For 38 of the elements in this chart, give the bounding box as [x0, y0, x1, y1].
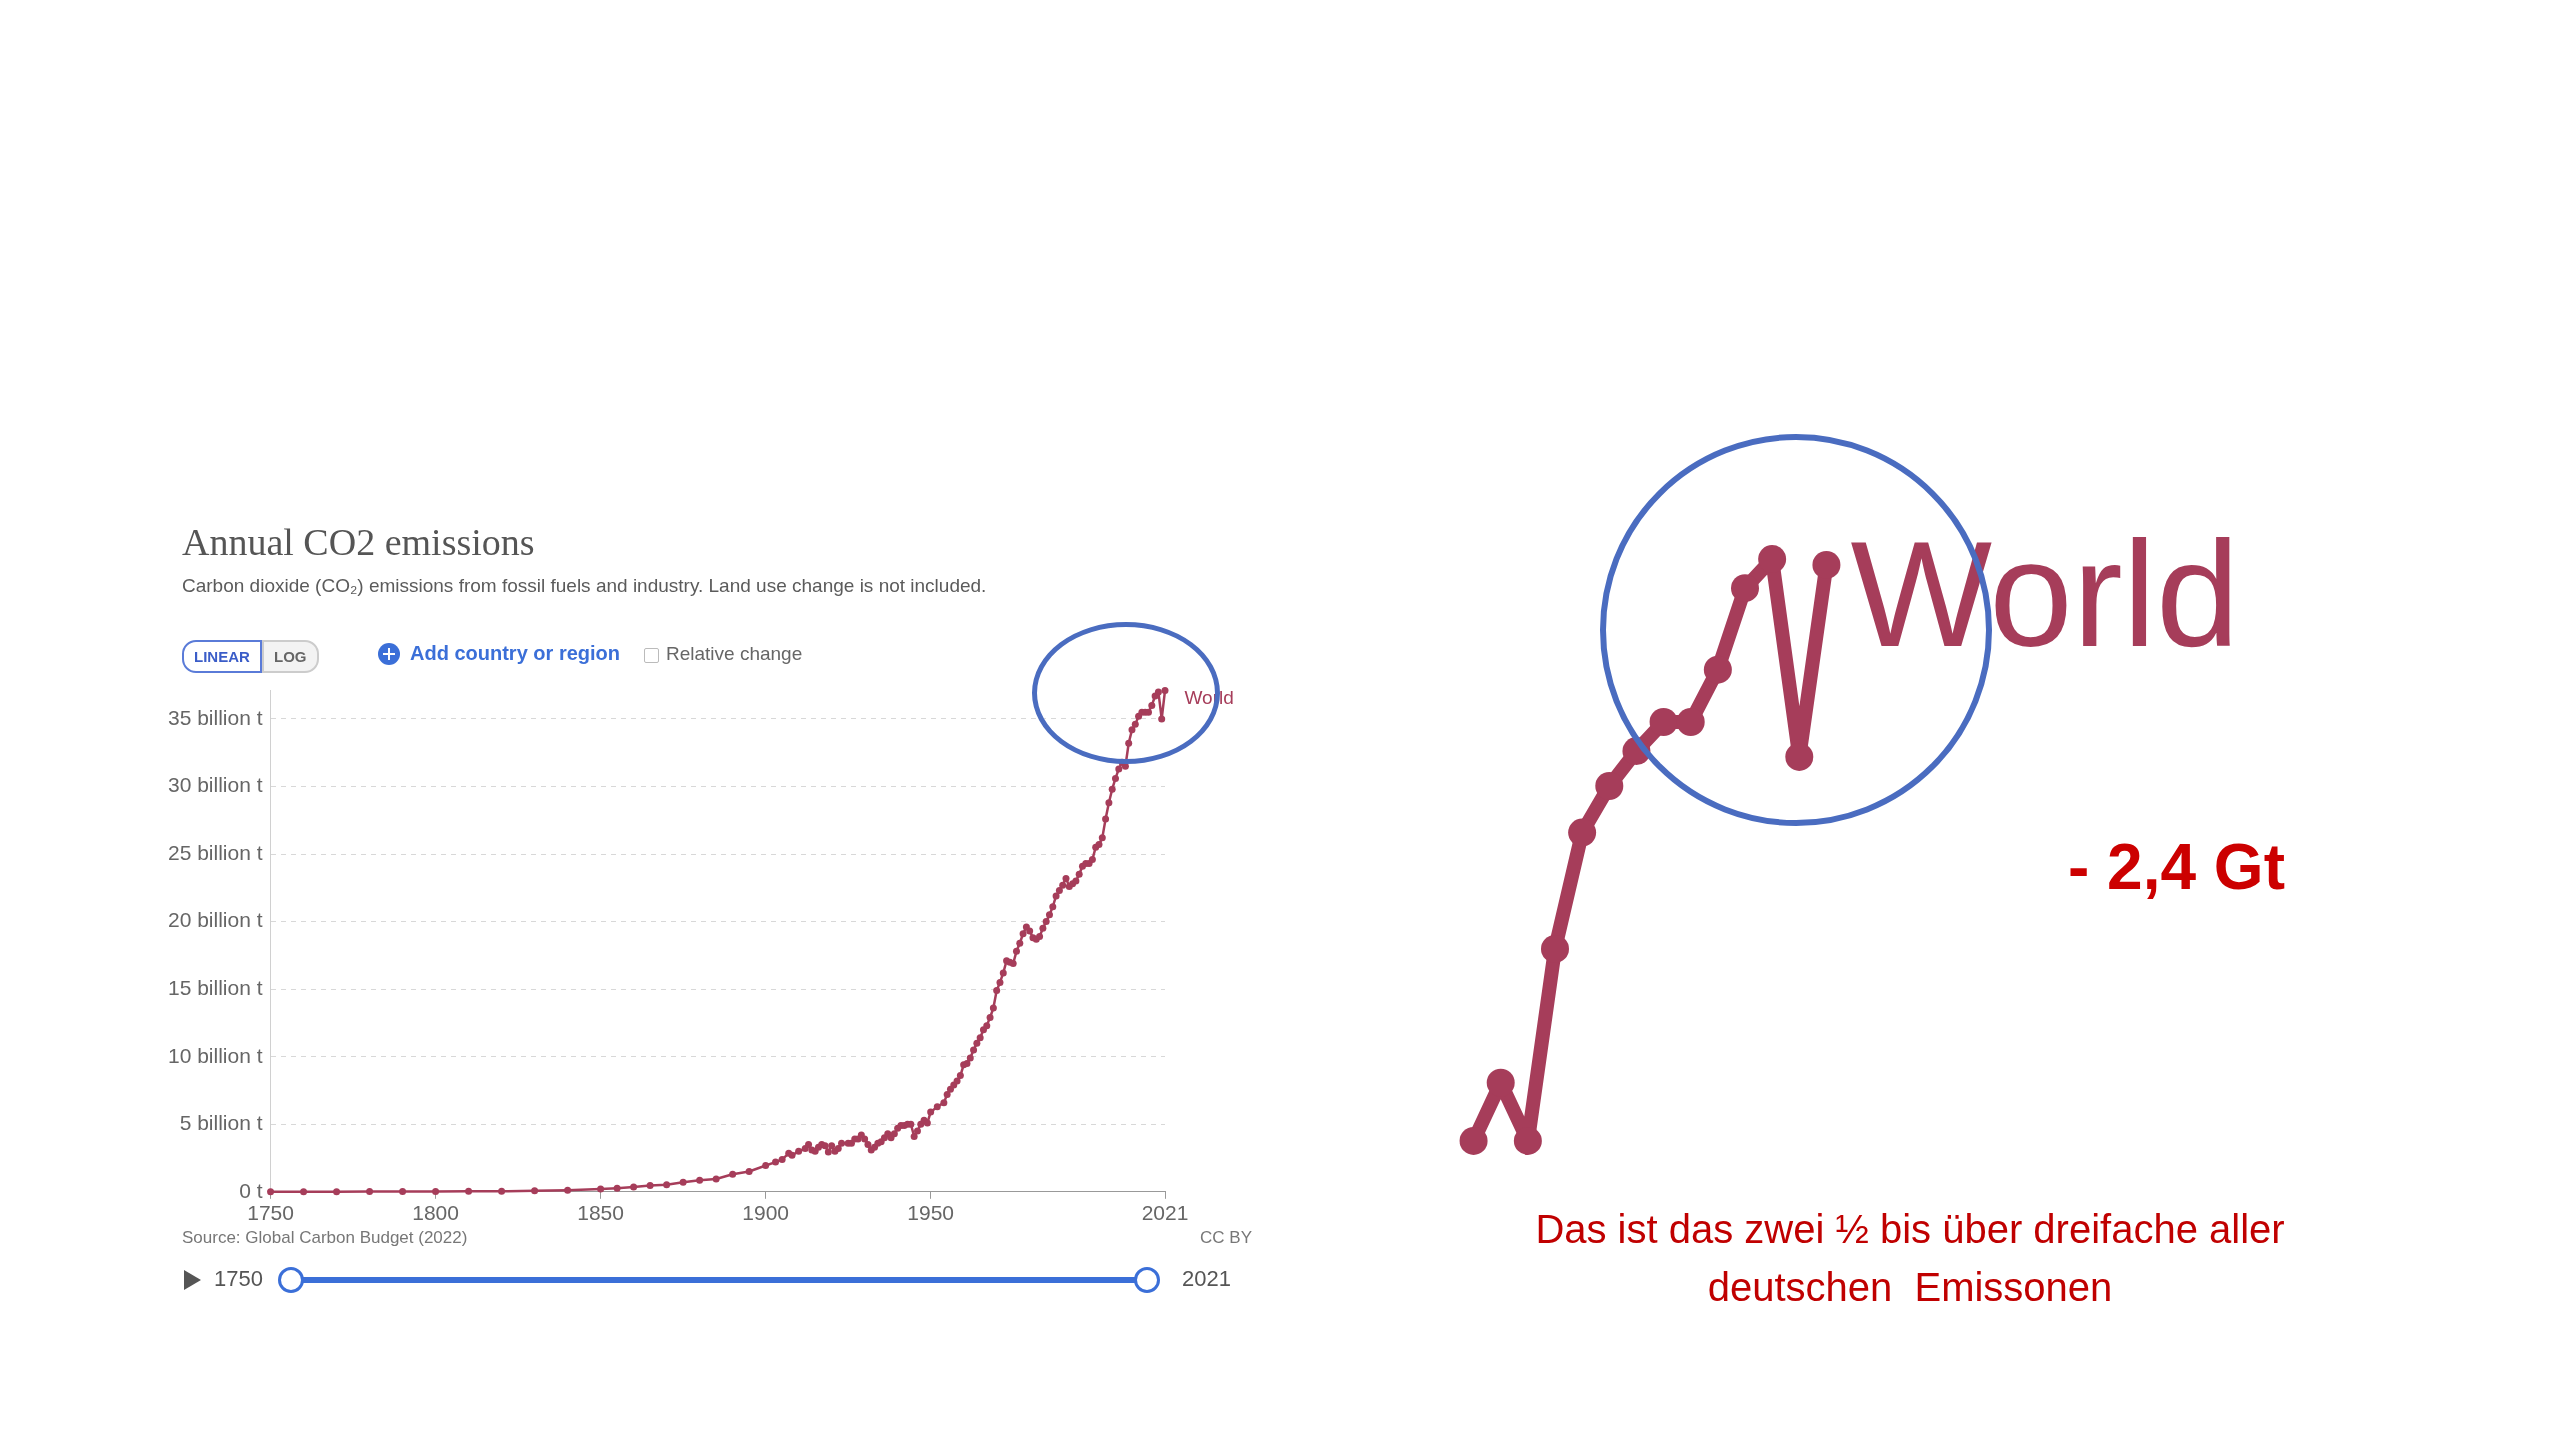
point — [1812, 550, 1841, 579]
chart-subtitle: Carbon dioxide (CO₂) emissions from fossil fuels and industry. Land use change is not included. — [182, 575, 987, 597]
point — [1568, 818, 1597, 847]
y-tick-label: 5 billion t — [179, 1111, 263, 1135]
text: CC BY — [1200, 1228, 1252, 1248]
point — [1595, 772, 1624, 800]
text: 2021 — [1182, 1266, 1231, 1292]
chart-title: Annual CO2 emissions — [182, 520, 535, 564]
y-tick-label: 0 t — [239, 1178, 263, 1202]
point — [1785, 742, 1814, 771]
point — [1459, 1126, 1488, 1155]
x-tick-label: 1750 — [247, 1201, 294, 1225]
text: LOG — [262, 640, 319, 673]
text: - 2,4 Gt — [2068, 830, 2285, 904]
y-tick-label: 35 billion t — [168, 705, 263, 729]
source-note: Source: Global Carbon Budget (2022) — [182, 1228, 468, 1248]
x-tick-label: 1850 — [577, 1201, 624, 1225]
x-tick-label: 2021 — [1141, 1201, 1189, 1225]
y-tick-label: 15 billion t — [168, 975, 263, 999]
x-tick-label: 1950 — [907, 1201, 955, 1225]
point — [1676, 708, 1705, 736]
text: Das ist das zwei ½ bis über dreifache aller deutschen Emissonen — [1534, 1206, 2286, 1311]
point — [1703, 655, 1732, 684]
text: Relative change — [666, 643, 803, 665]
text: LINEAR — [182, 640, 262, 673]
point — [1649, 708, 1678, 736]
text: Add country or region — [410, 642, 620, 665]
y-tick-label: 20 billion t — [168, 908, 263, 932]
y-tick-label: 10 billion t — [168, 1043, 263, 1067]
point — [1541, 934, 1569, 963]
x-tick-label: 1900 — [742, 1201, 789, 1225]
point — [1731, 574, 1759, 603]
point — [1758, 545, 1787, 574]
y-tick-label: 30 billion t — [168, 773, 263, 797]
x-tick-label: 1800 — [412, 1201, 459, 1225]
y-tick-label: 25 billion t — [168, 840, 263, 864]
text: 1750 — [214, 1266, 263, 1292]
point — [1513, 1126, 1542, 1155]
